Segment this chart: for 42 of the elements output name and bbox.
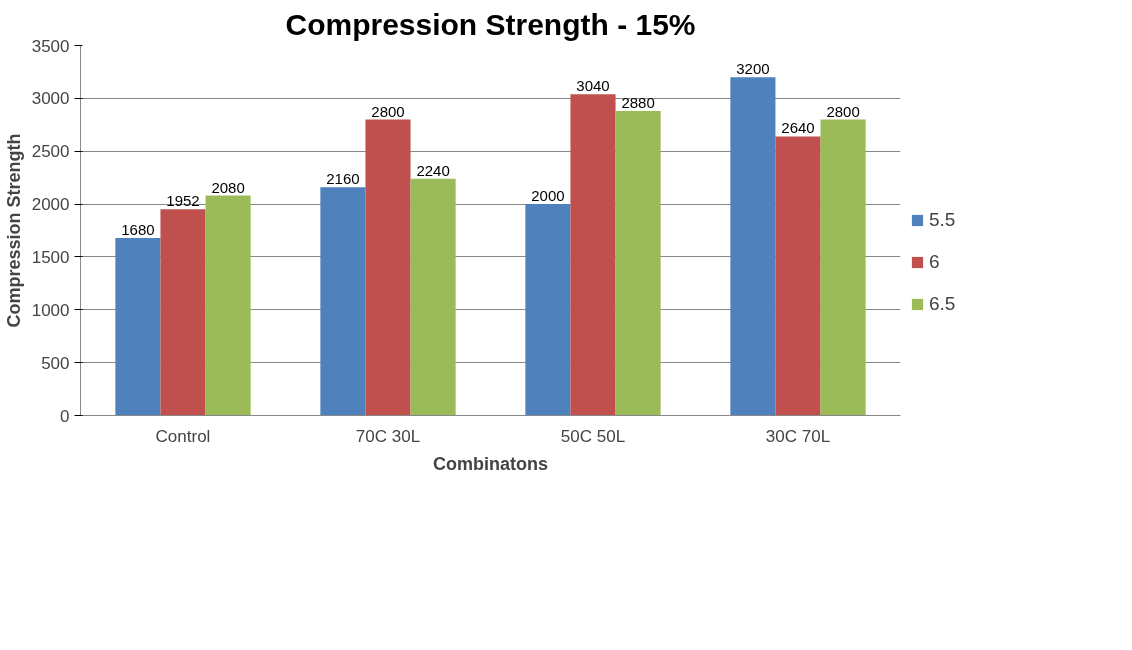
data-label: 1952 — [166, 192, 200, 210]
y-tick-label: 0 — [60, 406, 70, 426]
bar — [205, 195, 251, 416]
x-tick-label: 50C 50L — [560, 426, 626, 446]
y-tick-label: 2000 — [31, 195, 70, 215]
data-label: 3040 — [576, 77, 610, 95]
bar — [615, 111, 661, 416]
x-tick-label: 70C 30L — [355, 426, 421, 446]
bar — [320, 187, 366, 416]
data-label: 2080 — [211, 178, 245, 196]
y-tick-label: 1500 — [31, 247, 70, 267]
bar — [820, 119, 866, 416]
bar — [775, 136, 821, 416]
data-label: 2240 — [416, 161, 450, 179]
x-axis-title: Combinatons — [433, 453, 548, 474]
bar — [525, 204, 571, 416]
y-axis-title: Compression Strength — [3, 133, 24, 328]
legend-label: 6 — [929, 251, 941, 273]
data-label: 2800 — [826, 102, 860, 120]
data-label: 2880 — [621, 94, 655, 112]
y-tick-label: 2500 — [31, 142, 70, 162]
bar — [570, 94, 616, 416]
data-label: 2160 — [326, 170, 360, 188]
x-tick-label: Control — [155, 426, 211, 446]
y-tick-label: 500 — [41, 353, 70, 373]
chart-title: Compression Strength - 15% — [285, 7, 696, 41]
bar — [730, 77, 776, 416]
bar — [160, 209, 206, 416]
data-label: 2640 — [781, 119, 815, 137]
data-label: 2800 — [371, 102, 405, 120]
y-tick-label: 3500 — [31, 36, 70, 56]
y-tick-label: 1000 — [31, 300, 70, 320]
data-label: 1680 — [121, 220, 155, 238]
y-tick-label: 3000 — [31, 89, 70, 109]
bar — [365, 119, 411, 416]
bar — [115, 237, 161, 416]
bar — [410, 178, 456, 416]
x-tick-label: 30C 70L — [765, 426, 831, 446]
legend-label: 6.5 — [929, 293, 956, 315]
data-label: 3200 — [736, 60, 770, 78]
data-label: 2000 — [531, 187, 565, 205]
legend-label: 5.5 — [929, 209, 956, 231]
